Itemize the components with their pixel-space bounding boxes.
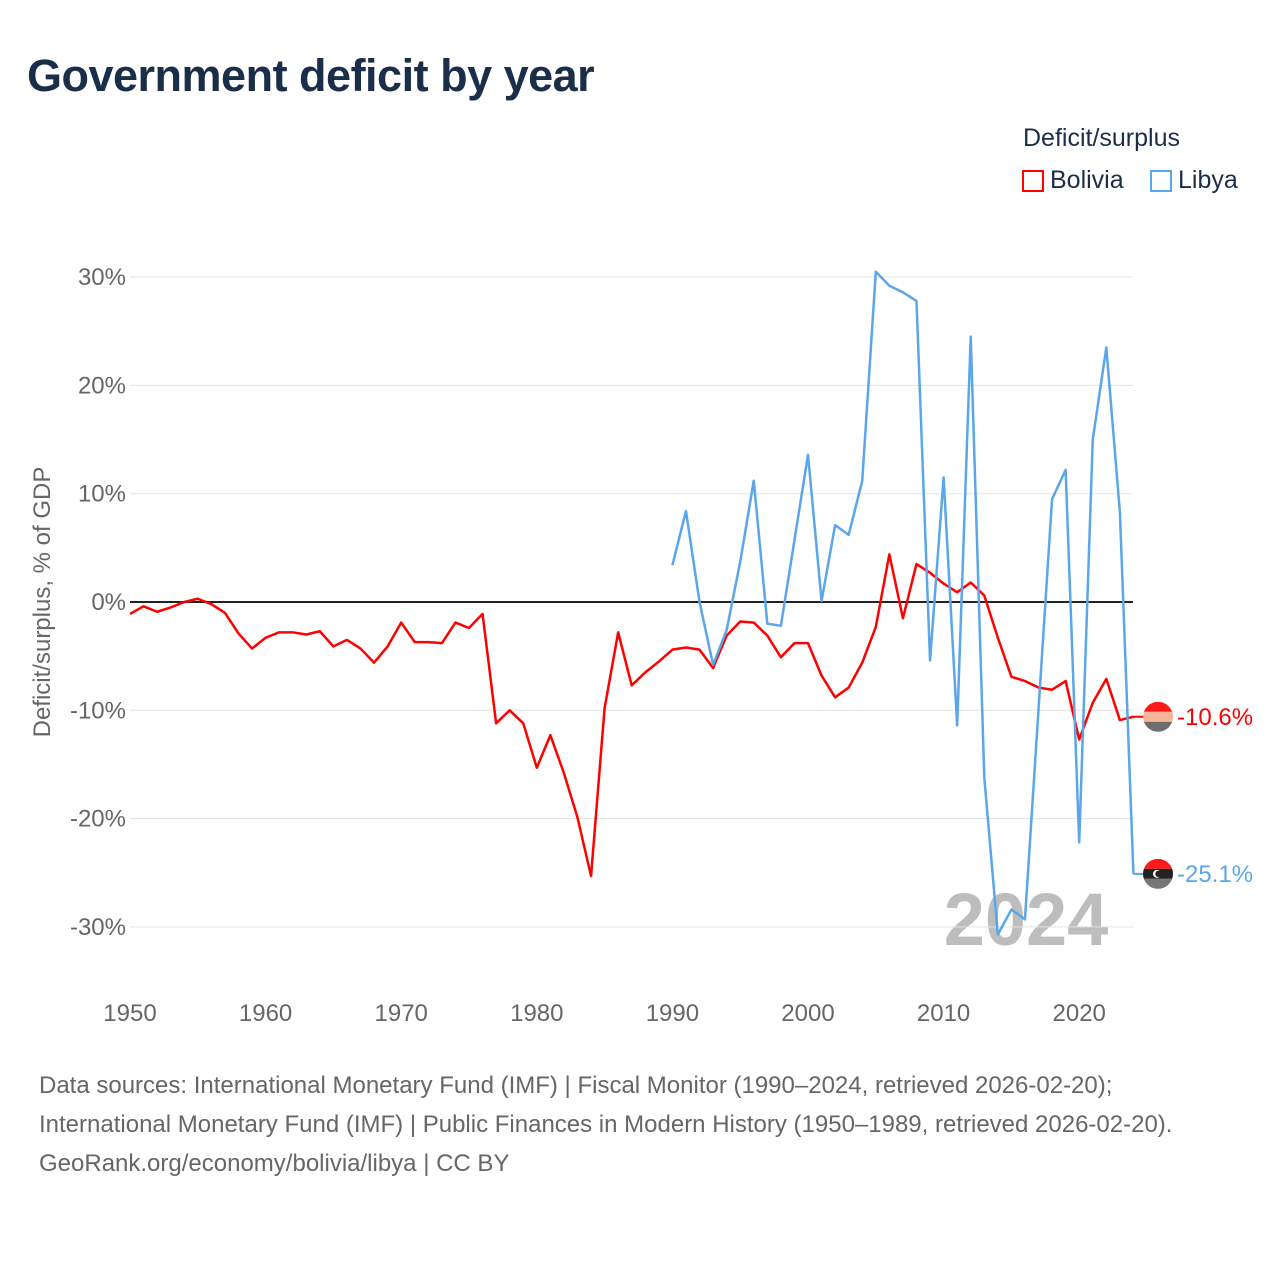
flag-stripe <box>1143 878 1173 889</box>
legend-swatch-libya <box>1150 169 1172 192</box>
end-value-label-libya: -25.1% <box>1177 861 1253 888</box>
series-line-libya <box>671 270 1135 936</box>
legend-swatch-bolivia <box>1022 169 1044 192</box>
y-tick-label: 20% <box>78 372 126 399</box>
data-sources: Data sources: International Monetary Fun… <box>39 1072 1173 1138</box>
x-tick-label: 1990 <box>646 1000 699 1027</box>
footer: Data sources: International Monetary Fun… <box>39 1066 1239 1183</box>
y-axis-label: Deficit/surplus, % of GDP <box>29 467 56 738</box>
flag-stripe <box>1143 721 1173 732</box>
x-tick-label: 1970 <box>375 1000 428 1027</box>
x-tick-label: 2000 <box>781 1000 834 1027</box>
x-tick-label: 1960 <box>239 1000 292 1027</box>
end-value-label-bolivia: -10.6% <box>1177 704 1253 731</box>
y-tick-label: 10% <box>78 481 126 508</box>
legend-label: Libya <box>1178 166 1238 194</box>
y-tick-label: 0% <box>91 589 126 616</box>
page-title: Government deficit by year <box>27 50 595 101</box>
crescent-cut <box>1155 870 1162 878</box>
legend-item-bolivia[interactable]: Bolivia <box>1022 166 1124 195</box>
x-tick-label: 2020 <box>1053 1000 1106 1027</box>
y-tick-label: -10% <box>70 697 126 724</box>
x-tick-label: 1950 <box>103 1000 156 1027</box>
y-tick-label: 30% <box>78 264 126 291</box>
x-tick-label: 2010 <box>917 1000 970 1027</box>
legend-title: Deficit/surplus <box>1023 124 1180 152</box>
flag-stripe <box>1143 858 1173 869</box>
flag-stripe <box>1143 701 1173 712</box>
flag-stripe <box>1143 711 1173 722</box>
flag-icon-libya <box>1143 858 1173 889</box>
credit-link[interactable]: GeoRank.org/economy/bolivia/libya | CC B… <box>39 1150 510 1177</box>
legend-item-libya[interactable]: Libya <box>1150 166 1238 195</box>
legend-label: Bolivia <box>1050 166 1124 194</box>
flag-icon-bolivia <box>1143 701 1173 732</box>
y-tick-label: -30% <box>70 914 126 941</box>
x-tick-label: 1980 <box>510 1000 563 1027</box>
y-tick-label: -20% <box>70 806 126 833</box>
